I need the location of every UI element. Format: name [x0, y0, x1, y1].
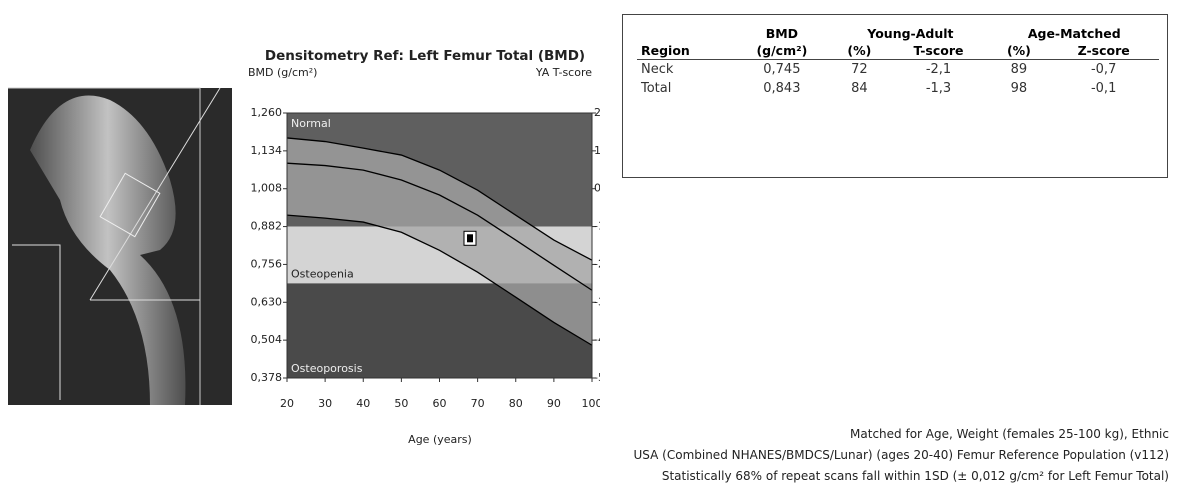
header: BMD — [732, 25, 831, 42]
header: T-score — [888, 42, 990, 60]
x-tick-label: 50 — [394, 397, 408, 410]
y2-tick-label: -4 — [594, 333, 600, 346]
y-tick-label: 0,882 — [251, 220, 283, 233]
header: Age-Matched — [990, 25, 1159, 42]
table-cell: 89 — [990, 60, 1049, 80]
x-tick-label: 20 — [280, 397, 294, 410]
table-cell: -0,1 — [1048, 79, 1159, 98]
band-label: Osteopenia — [291, 267, 354, 280]
band-label: Normal — [291, 117, 331, 130]
y2-tick-label: 1 — [594, 144, 600, 157]
y-tick-label: 0,756 — [251, 257, 283, 270]
y-tick-label: 0,630 — [251, 295, 283, 308]
table-cell: Total — [637, 79, 732, 98]
x-tick-label: 60 — [433, 397, 447, 410]
y-tick-label: 0,378 — [251, 371, 283, 384]
y-tick-label: 1,260 — [251, 106, 283, 119]
header: Young-Adult — [831, 25, 989, 42]
patient-marker-core — [467, 234, 473, 242]
y2-tick-label: -3 — [594, 295, 600, 308]
header: (%) — [990, 42, 1049, 60]
y2-tick-label: -5 — [594, 371, 600, 384]
table-cell: -0,7 — [1048, 60, 1159, 80]
femur-scan — [8, 88, 232, 405]
table-cell: Neck — [637, 60, 732, 80]
table-cell: 72 — [831, 60, 887, 80]
y-tick-label: 1,134 — [251, 144, 283, 157]
footer: Matched for Age, Weight (females 25-100 … — [634, 424, 1169, 487]
y2-tick-label: 0 — [594, 182, 600, 195]
header: Z-score — [1048, 42, 1159, 60]
x-tick-label: 40 — [356, 397, 370, 410]
page: Densitometry Ref: Left Femur Total (BMD)… — [0, 0, 1183, 493]
x-tick-label: 100 — [582, 397, 601, 410]
header: Region — [637, 42, 732, 60]
footer-line: Statistically 68% of repeat scans fall w… — [634, 466, 1169, 487]
band-label: Osteoporosis — [291, 362, 363, 375]
x-axis-label: Age (years) — [408, 433, 472, 446]
y-tick-label: 1,008 — [251, 182, 283, 195]
x-tick-label: 70 — [471, 397, 485, 410]
table-cell: 84 — [831, 79, 887, 98]
y2-axis-label: YA T-score — [535, 66, 592, 79]
header: (%) — [831, 42, 887, 60]
table-cell: 98 — [990, 79, 1049, 98]
y2-tick-label: 2 — [594, 106, 600, 119]
chart: Densitometry Ref: Left Femur Total (BMD)… — [0, 0, 600, 460]
table-cell: 0,843 — [732, 79, 831, 98]
table-cell: -2,1 — [888, 60, 990, 80]
table-cell: -1,3 — [888, 79, 990, 98]
y2-tick-label: -1 — [594, 220, 600, 233]
chart-title: Densitometry Ref: Left Femur Total (BMD) — [265, 48, 585, 64]
x-tick-label: 90 — [547, 397, 561, 410]
x-tick-label: 30 — [318, 397, 332, 410]
x-tick-label: 80 — [509, 397, 523, 410]
y-tick-label: 0,504 — [251, 333, 283, 346]
footer-line: Matched for Age, Weight (females 25-100 … — [634, 424, 1169, 445]
table-cell: 0,745 — [732, 60, 831, 80]
header: (g/cm²) — [732, 42, 831, 60]
footer-line: USA (Combined NHANES/BMDCS/Lunar) (ages … — [634, 445, 1169, 466]
y2-tick-label: -2 — [594, 257, 600, 270]
y-axis-label: BMD (g/cm²) — [248, 66, 317, 79]
